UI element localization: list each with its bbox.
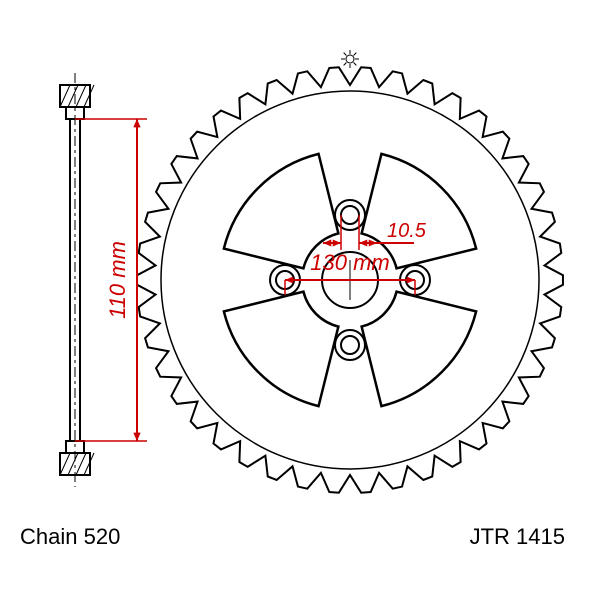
dim-bolt-hole: 10.5	[387, 220, 427, 242]
dim-bolt-circle: 130 mm	[310, 250, 389, 275]
chain-label: Chain 520	[20, 524, 120, 550]
dim-shaft-length: 110 mm	[105, 241, 130, 319]
orientation-mark	[346, 55, 354, 63]
part-number: JTR 1415	[470, 524, 565, 550]
